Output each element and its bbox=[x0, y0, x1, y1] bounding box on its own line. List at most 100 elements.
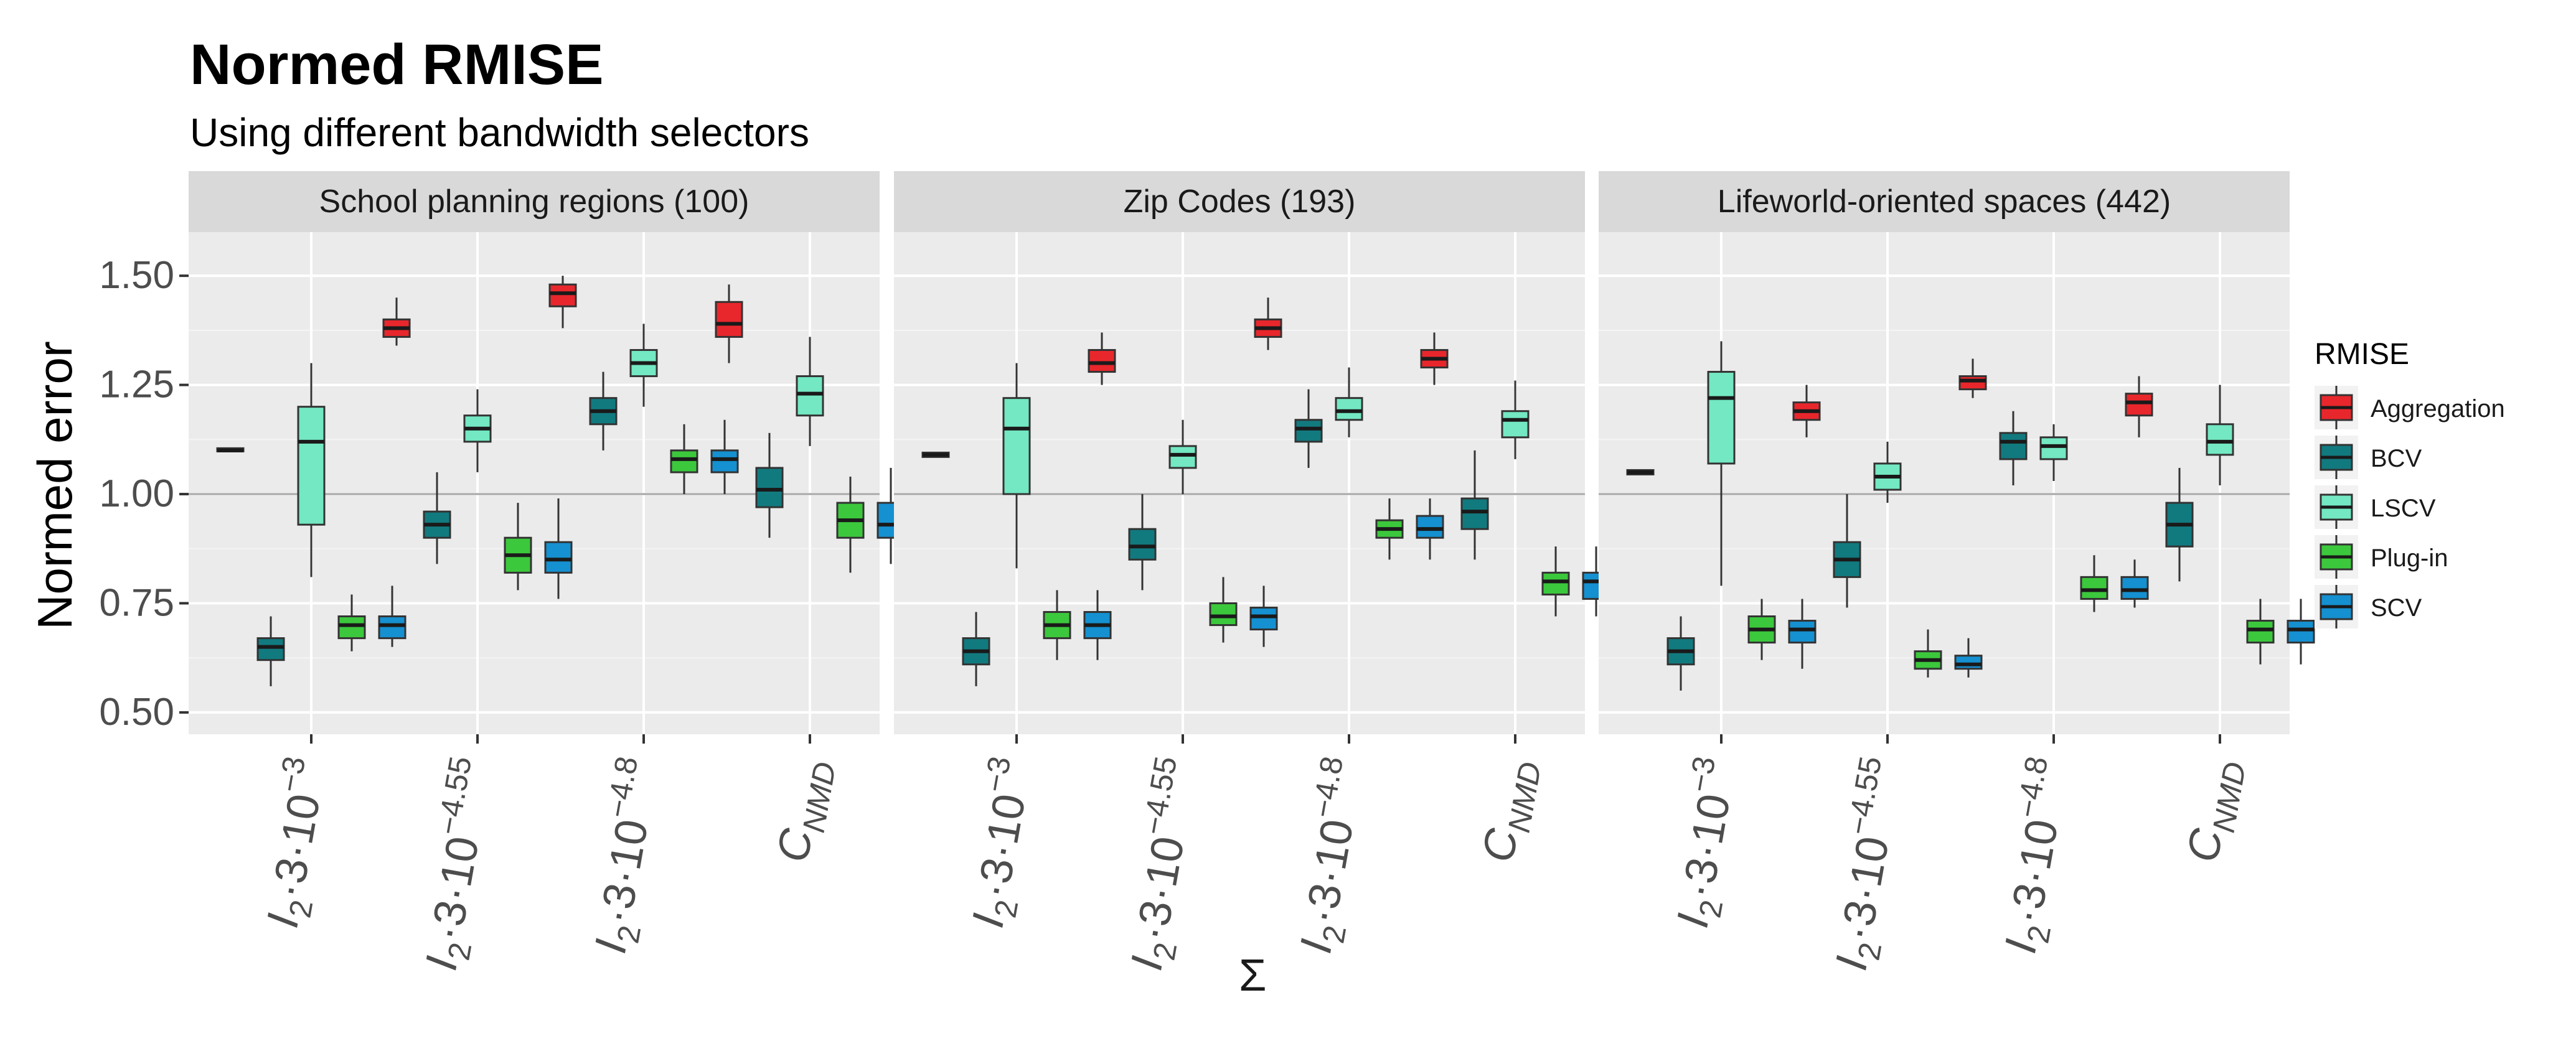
box-body bbox=[1460, 497, 1489, 530]
box-body bbox=[1501, 410, 1530, 439]
x-tick-label: I2·3·10−4.55 bbox=[1817, 754, 1920, 975]
boxplot-scv bbox=[378, 586, 407, 647]
legend-item-aggregation: Aggregation bbox=[2315, 386, 2505, 429]
box-body bbox=[1335, 397, 1363, 421]
y-tick-label: 1.50 bbox=[99, 254, 174, 297]
boxplot-scv bbox=[2120, 559, 2149, 608]
x-tick-label: I2·3·10−4.8 bbox=[576, 754, 677, 958]
facet-strip bbox=[1599, 171, 2290, 232]
boxplot-aggregation bbox=[2125, 376, 2153, 437]
boxplot-bcv bbox=[1128, 494, 1157, 591]
box-body bbox=[2039, 436, 2068, 460]
legend-item-lscv: LSCV bbox=[2315, 485, 2436, 529]
boxplot-bcv bbox=[755, 432, 784, 538]
boxplot-scv bbox=[1249, 586, 1278, 647]
boxplot-aggregation bbox=[1626, 469, 1655, 475]
boxplot-bcv bbox=[256, 616, 285, 686]
boxplot-aggregation bbox=[1088, 332, 1116, 385]
boxplot-lscv bbox=[2039, 424, 2068, 481]
legend-item-plug-in: Plug-in bbox=[2315, 535, 2448, 579]
facet-panel: Zip Codes (193) I2·3·10−3 I2·3·10−4.55 I2·3… bbox=[894, 171, 1610, 974]
boxplot-aggregation bbox=[1254, 297, 1282, 350]
boxplot-lscv bbox=[796, 337, 824, 446]
box-body bbox=[1209, 602, 1238, 627]
box-body bbox=[1707, 371, 1736, 465]
boxplot-scv bbox=[1083, 590, 1112, 660]
boxplot-aggregation bbox=[382, 297, 411, 346]
legend-label: BCV bbox=[2371, 445, 2422, 472]
boxplot-bcv bbox=[962, 612, 990, 686]
boxplot-scv bbox=[710, 419, 739, 495]
box-body bbox=[715, 301, 743, 338]
panel-background bbox=[1599, 232, 2290, 734]
box-body bbox=[337, 615, 366, 640]
boxplot-lscv bbox=[1873, 441, 1902, 503]
box-body bbox=[2206, 423, 2234, 456]
box-body bbox=[796, 375, 824, 417]
box-body bbox=[1416, 515, 1444, 539]
panel-background bbox=[894, 232, 1585, 734]
x-tick-label: I2·3·10−4.55 bbox=[407, 754, 510, 975]
box-body bbox=[2120, 576, 2149, 600]
boxplot-lscv bbox=[1168, 419, 1197, 495]
boxplot-aggregation bbox=[1792, 385, 1821, 437]
box-body bbox=[256, 637, 285, 661]
boxplot-plug-in bbox=[2246, 599, 2275, 665]
boxplot-plug-in bbox=[670, 424, 698, 495]
box-body bbox=[2287, 620, 2315, 644]
boxplot-scv bbox=[1954, 638, 1983, 678]
facet-strip bbox=[189, 171, 880, 232]
boxplot-bcv bbox=[1999, 411, 2028, 486]
box-body bbox=[1002, 397, 1031, 495]
boxplot-scv bbox=[1416, 498, 1444, 560]
legend-label: LSCV bbox=[2371, 495, 2436, 522]
box-body bbox=[1954, 655, 1983, 670]
boxplot-bcv bbox=[1294, 389, 1323, 468]
boxplot-bcv bbox=[1666, 616, 1695, 691]
boxplot-bcv bbox=[423, 472, 451, 564]
y-tick-label: 0.50 bbox=[99, 691, 174, 734]
boxplot-bcv bbox=[1460, 450, 1489, 560]
boxplot-lscv bbox=[1707, 341, 1736, 586]
boxplot-bcv bbox=[2165, 467, 2194, 582]
x-tick-label: I2·3·10−4.8 bbox=[1282, 754, 1382, 958]
box-body bbox=[1168, 445, 1197, 469]
facet-strip-label: School planning regions (100) bbox=[319, 184, 750, 220]
boxplot-lscv bbox=[463, 389, 492, 472]
x-tick-label: CNMD bbox=[2178, 755, 2252, 867]
boxplot-plug-in bbox=[836, 476, 865, 573]
box-body bbox=[755, 467, 784, 508]
boxplot-lscv bbox=[1335, 367, 1363, 437]
box-body bbox=[2125, 393, 2153, 417]
boxplot-aggregation bbox=[548, 276, 577, 329]
box-body bbox=[378, 615, 407, 640]
boxplot-aggregation bbox=[1420, 332, 1449, 385]
boxplot-aggregation bbox=[921, 451, 950, 458]
boxplot-plug-in bbox=[1209, 577, 1238, 643]
y-tick-label: 1.00 bbox=[99, 472, 174, 515]
box-body bbox=[2080, 576, 2108, 600]
legend-label: Aggregation bbox=[2371, 395, 2505, 423]
boxplot-aggregation bbox=[715, 284, 743, 363]
plot-layer: 0.50 0.75 1.00 1.25 1.50 School planning regi… bbox=[99, 171, 2505, 1001]
chart-title: Normed RMISE bbox=[190, 33, 604, 96]
boxplot-plug-in bbox=[1914, 629, 1942, 678]
boxplot-plug-in bbox=[1747, 599, 1776, 660]
boxplot-scv bbox=[2287, 599, 2315, 665]
box-body bbox=[1088, 348, 1116, 373]
boxplot-bcv bbox=[589, 371, 618, 451]
boxplot-lscv bbox=[1002, 363, 1031, 569]
box-body bbox=[1958, 375, 1987, 391]
box-body bbox=[1294, 419, 1323, 443]
boxplot-aggregation bbox=[216, 447, 245, 452]
box-body bbox=[1541, 571, 1570, 595]
y-tick-label: 0.75 bbox=[99, 581, 174, 624]
legend-label: SCV bbox=[2371, 594, 2422, 622]
boxplot-plug-in bbox=[1541, 546, 1570, 617]
box-body bbox=[1999, 432, 2028, 460]
x-tick-label: I2·3·10−3 bbox=[1658, 754, 1754, 933]
facet-panel: Lifeworld-oriented spaces (442) I2·3·10−3… bbox=[1599, 171, 2315, 975]
boxplot-lscv bbox=[2206, 385, 2234, 486]
box-body bbox=[1249, 606, 1278, 631]
